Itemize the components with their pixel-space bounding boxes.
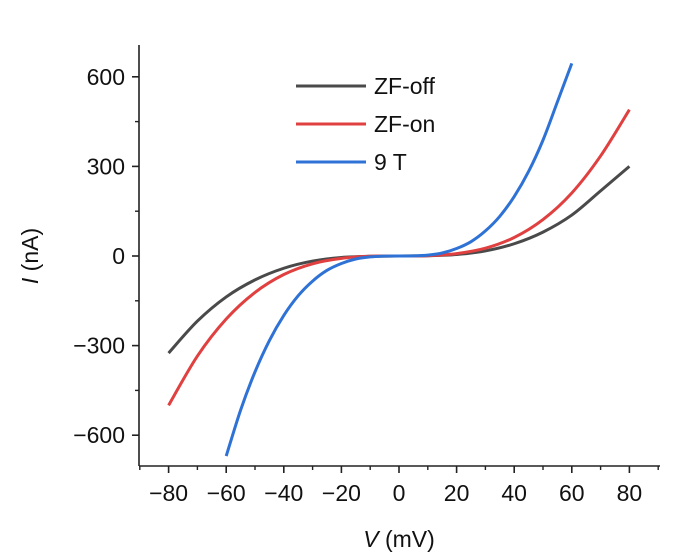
series-layer [167,62,631,457]
x-tick-label: −20 [322,480,361,506]
x-tick-label: −40 [264,480,303,506]
y-axis-unit: (nA) [17,228,43,278]
y-axis-label: I (nA) [17,228,43,284]
x-tick-label: 0 [393,480,406,506]
x-tick-label: −80 [149,480,188,506]
y-tick-label: −600 [73,422,125,448]
y-tick-label: 300 [87,153,125,179]
y-tick-label: −300 [73,333,125,359]
y-tick-label: 600 [87,64,125,90]
series-line-zf-off [167,165,631,355]
x-axis-variable: V [363,526,381,552]
x-tick-label: 80 [617,480,643,506]
x-tick-label: −60 [207,480,246,506]
y-tick-label: 0 [112,243,125,269]
legend-label-9-t: 9 T [374,149,407,175]
legend: ZF-off ZF-on 9 T [296,73,436,175]
x-tick-label: 40 [501,480,527,506]
x-axis-unit: (mV) [379,526,435,552]
legend-label-zf-off: ZF-off [374,73,436,99]
x-tick-label: 60 [559,480,585,506]
y-axis-variable: I [17,277,43,284]
x-tick-label: 20 [444,480,470,506]
axes: −80 −60 −40 −20 0 20 40 60 80 −600 −300 0 300 600 [73,45,660,506]
legend-label-zf-on: ZF-on [374,111,435,137]
series-line-9-t [224,62,574,457]
x-axis-label: V (mV) [363,526,435,552]
